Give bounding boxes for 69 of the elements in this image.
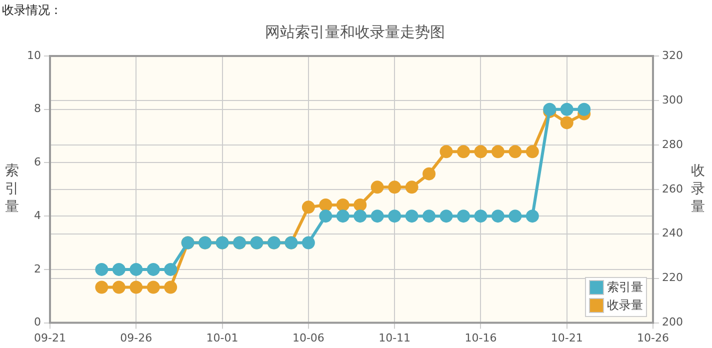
point <box>95 262 108 276</box>
point <box>578 102 591 116</box>
point <box>164 280 178 294</box>
point <box>526 210 539 223</box>
point <box>319 198 332 212</box>
point <box>336 210 350 223</box>
point <box>130 280 143 294</box>
y-tick-label: 4 <box>34 208 41 222</box>
point <box>560 116 574 130</box>
y2-tick-label: 300 <box>662 93 684 106</box>
y2-tick-label: 200 <box>662 316 684 329</box>
point <box>95 280 108 294</box>
point <box>405 180 418 194</box>
y-tick-label: 2 <box>34 262 41 276</box>
point <box>370 180 384 194</box>
legend-label: 索引量 <box>606 279 643 296</box>
point <box>302 236 315 250</box>
point <box>474 210 488 223</box>
y2-tick-label: 320 <box>662 48 684 62</box>
y-axis-title: 索引量 <box>5 163 19 216</box>
point <box>130 262 143 276</box>
y2-tick-label: 220 <box>662 271 684 284</box>
y-tick-label: 10 <box>26 48 41 62</box>
point <box>405 210 418 223</box>
point <box>440 145 453 158</box>
point <box>164 262 178 276</box>
x-tick-label: 09-21 <box>34 331 66 344</box>
point <box>146 262 160 276</box>
point <box>491 210 504 223</box>
x-tick-label: 10-21 <box>550 331 583 344</box>
legend-label: 收录量 <box>606 297 643 314</box>
point <box>388 180 402 194</box>
y2-tick-label: 280 <box>662 138 684 151</box>
point <box>336 198 350 212</box>
point <box>422 210 436 223</box>
y-tick-label: 6 <box>34 156 41 169</box>
point <box>319 210 332 223</box>
point <box>491 145 504 158</box>
point <box>112 280 126 294</box>
point <box>508 210 522 223</box>
point <box>422 167 436 180</box>
point <box>370 210 384 223</box>
point <box>354 210 367 223</box>
x-tick-label: 10-06 <box>292 331 324 344</box>
x-tick-label: 10-11 <box>378 331 411 344</box>
point <box>560 102 574 116</box>
point <box>474 145 488 158</box>
point <box>508 145 522 158</box>
x-tick-label: 10-26 <box>637 331 669 344</box>
point <box>456 145 470 158</box>
y2-tick-label: 260 <box>662 182 684 196</box>
x-tick-label: 09-26 <box>120 331 152 344</box>
y-tick-label: 8 <box>34 102 41 116</box>
x-tick-label: 10-16 <box>464 331 497 344</box>
point <box>440 210 453 223</box>
y-tick-label: 0 <box>34 316 41 329</box>
point <box>112 262 126 276</box>
point <box>354 198 367 212</box>
point <box>543 102 556 116</box>
point <box>302 200 315 214</box>
chart-title: 网站索引量和收录量走势图 <box>265 22 445 41</box>
point <box>146 280 160 294</box>
x-tick-label: 10-01 <box>206 331 238 344</box>
point <box>456 210 470 223</box>
point <box>526 145 539 158</box>
y2-axis-title: 收录量 <box>691 163 705 216</box>
point <box>388 210 402 223</box>
text: 收录情况： <box>2 2 62 19</box>
y2-tick-label: 240 <box>662 226 684 240</box>
